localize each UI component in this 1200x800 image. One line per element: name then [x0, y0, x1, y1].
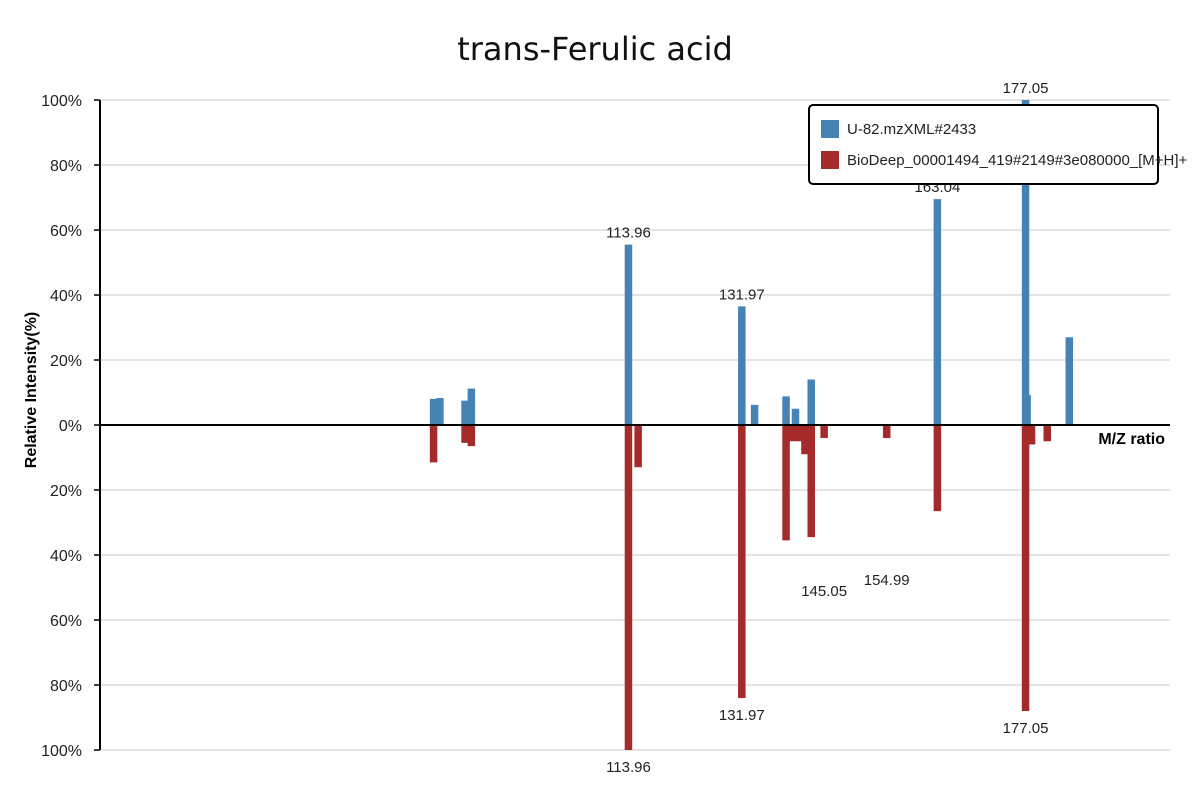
query-peak-bar — [429, 399, 438, 425]
query-peak-bar — [791, 408, 800, 425]
query-peak-label: 177.05 — [1003, 80, 1049, 97]
y-tick-label: 40% — [50, 548, 82, 565]
legend-label-query: U-82.mzXML#2433 — [847, 121, 976, 138]
legend-swatch-reference — [821, 151, 839, 169]
x-axis-label: M/Z ratio — [1098, 431, 1165, 448]
y-tick-label: 60% — [50, 223, 82, 240]
y-tick-label: 100% — [41, 743, 82, 760]
query-peak-bar — [738, 306, 746, 425]
query-peak-label: 113.96 — [606, 225, 651, 242]
query-peak-bar — [1065, 337, 1074, 425]
query-peak-bar — [624, 244, 633, 425]
reference-peak-label: 177.05 — [1003, 720, 1049, 737]
query-peak-bar — [807, 379, 815, 425]
query-peak-bar — [467, 388, 476, 425]
query-peak-bar — [782, 396, 790, 425]
reference-peak-label: 113.96 — [606, 759, 651, 776]
y-tick-label: 20% — [50, 483, 82, 500]
query-peak-label: 131.97 — [719, 286, 765, 303]
legend: U-82.mzXML#2433 BioDeep_00001494_419#214… — [808, 104, 1188, 185]
reference-peak-bar — [461, 425, 469, 443]
y-tick-label: 80% — [50, 158, 82, 175]
reference-peak-bar — [801, 425, 809, 455]
y-tick-label: 40% — [50, 288, 82, 305]
y-tick-label: 60% — [50, 613, 82, 630]
reference-peak-bar — [882, 425, 891, 438]
y-tick-label: 100% — [41, 93, 82, 110]
reference-peak-bar — [820, 425, 828, 438]
query-peak-bar — [933, 199, 942, 425]
reference-peak-bar — [807, 425, 815, 538]
reference-peak-bar — [738, 425, 746, 698]
y-tick-label: 80% — [50, 678, 82, 695]
query-peak-bar — [461, 400, 469, 425]
reference-peak-bar — [933, 425, 942, 512]
chart-title: trans-Ferulic acid — [457, 30, 733, 68]
legend-box — [808, 104, 1159, 185]
reference-peak-bar — [467, 425, 476, 447]
reference-peak-bar — [624, 425, 633, 750]
reference-peak-bar — [1043, 425, 1052, 442]
reference-peak-label: 154.99 — [864, 572, 910, 589]
peak-labels: 113.96131.97163.04177.05113.96131.97145.… — [606, 80, 1048, 776]
grid-lines — [100, 99, 1170, 751]
query-peak-bar — [1021, 100, 1030, 425]
y-axis-label: Relative Intensity(%) — [23, 312, 40, 468]
reference-peak-bar — [1027, 425, 1036, 445]
query-peak-bar — [750, 404, 759, 425]
reference-peak-bar — [634, 425, 642, 468]
reference-peak-label: 131.97 — [719, 707, 765, 724]
legend-label-reference: BioDeep_00001494_419#2149#3e080000_[M+H]… — [847, 152, 1188, 169]
reference-peak-bar — [429, 425, 438, 463]
reference-peak-bar — [782, 425, 790, 541]
query-peak-bar — [436, 398, 444, 425]
query-peak-bar — [1023, 395, 1031, 425]
reference-peak-bar — [1021, 425, 1030, 711]
reference-peak-bar — [794, 425, 803, 442]
y-axis-ticks: 100% 80% 60% 40% 20% 0% 20% 40% 60% 80% 100% — [41, 93, 100, 760]
y-tick-label: 0% — [59, 418, 82, 435]
peak-bars — [429, 100, 1074, 750]
legend-swatch-query — [821, 120, 839, 138]
reference-peak-label: 145.05 — [801, 583, 847, 600]
reference-peak-bar — [788, 425, 797, 442]
y-tick-label: 20% — [50, 353, 82, 370]
